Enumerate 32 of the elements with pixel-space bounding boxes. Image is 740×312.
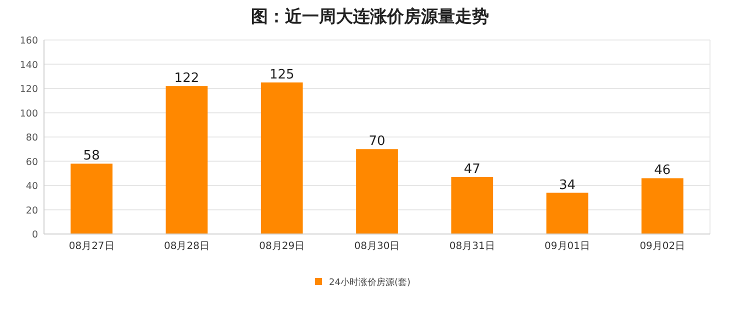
data-label: 122 [174, 71, 200, 86]
y-tick-label: 160 [20, 36, 38, 46]
x-tick-label: 09月02日 [640, 241, 686, 252]
y-tick-label: 60 [26, 156, 38, 168]
data-label: 58 [83, 148, 100, 164]
bar [166, 86, 208, 234]
data-label: 125 [269, 67, 294, 82]
chart-title: 图：近一周大连涨价房源量走势 [251, 7, 489, 27]
x-tick-label: 08月29日 [259, 241, 305, 252]
y-tick-label: 20 [26, 205, 38, 216]
bar [356, 149, 398, 234]
x-tick-label: 08月30日 [354, 241, 400, 252]
bar [546, 192, 588, 234]
data-label: 47 [464, 162, 480, 178]
y-tick-label: 40 [26, 181, 38, 192]
legend-label: 24小时涨价房源(套) [329, 277, 410, 288]
x-tick-label: 09月01日 [544, 241, 590, 252]
y-tick-label: 140 [20, 60, 38, 71]
bar [260, 82, 303, 234]
data-label: 70 [368, 134, 386, 150]
bar [451, 177, 494, 234]
data-label: 46 [654, 163, 671, 178]
x-tick-label: 08月28日 [164, 241, 210, 252]
y-tick-label: 80 [26, 132, 38, 144]
y-tick-label: 0 [32, 230, 38, 240]
x-tick-label: 08月31日 [449, 241, 495, 252]
bar [70, 164, 113, 234]
bar [641, 178, 684, 234]
data-label: 34 [559, 178, 576, 193]
x-tick-label: 08月27日 [68, 241, 114, 252]
y-tick-label: 120 [20, 84, 38, 95]
y-tick-label: 100 [20, 108, 38, 120]
